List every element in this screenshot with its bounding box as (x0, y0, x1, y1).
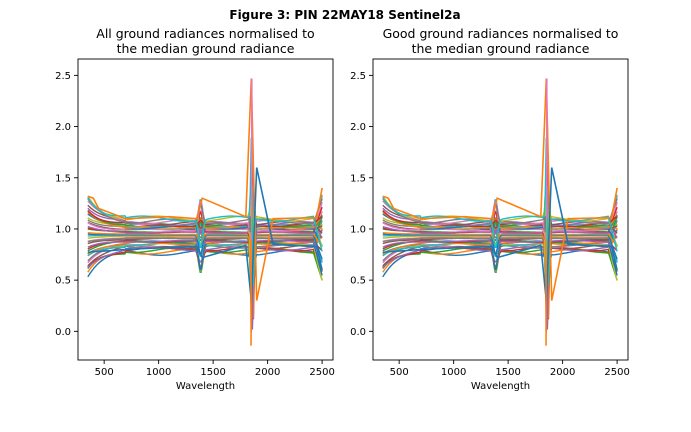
x-axis-label: Wavelength (176, 381, 235, 392)
y-tick-label: 2.5 (350, 71, 366, 82)
y-tick-label: 2.0 (350, 122, 366, 133)
series-line (382, 150, 618, 278)
x-tick-label: 2500 (604, 367, 629, 378)
series-line (87, 78, 323, 301)
y-tick-label: 0.0 (350, 327, 366, 338)
x-tick-label: 2500 (309, 367, 334, 378)
series-line (382, 137, 618, 286)
panel-title-line: the median ground radiance (412, 41, 590, 56)
x-tick-label: 1500 (200, 367, 225, 378)
x-tick-label: 1500 (495, 367, 520, 378)
plot-frame (77, 58, 334, 361)
y-tick-label: 2.0 (55, 122, 71, 133)
series-line (382, 205, 618, 262)
x-tick-label: 500 (390, 367, 409, 378)
y-tick-label: 2.5 (55, 71, 71, 82)
x-tick-label: 1000 (441, 367, 466, 378)
series-line (382, 215, 618, 269)
y-tick-label: 1.0 (350, 224, 366, 235)
series-line (382, 129, 618, 319)
panel-title-line: Good ground radiances normalised to (383, 26, 619, 41)
series-line (87, 215, 323, 269)
panel-title-line: All ground radiances normalised to (96, 26, 314, 41)
series-line (87, 129, 323, 319)
series-line (87, 205, 323, 262)
y-tick-label: 0.0 (55, 327, 71, 338)
series-line (87, 167, 323, 301)
y-tick-label: 1.5 (350, 173, 366, 184)
x-tick-label: 500 (95, 367, 114, 378)
panel-title-line: the median ground radiance (117, 41, 295, 56)
series-group (382, 78, 618, 346)
x-tick-label: 2000 (255, 367, 280, 378)
y-tick-label: 0.5 (55, 276, 71, 287)
x-axis-label: Wavelength (471, 381, 530, 392)
series-line (382, 167, 618, 301)
plot-frame (372, 58, 629, 361)
x-tick-label: 1000 (146, 367, 171, 378)
y-tick-label: 1.5 (55, 173, 71, 184)
x-tick-label: 2000 (550, 367, 575, 378)
figure-title: Figure 3: PIN 22MAY18 Sentinel2a (229, 8, 460, 22)
y-tick-label: 0.5 (350, 276, 366, 287)
y-tick-label: 1.0 (55, 224, 71, 235)
series-line (87, 209, 323, 330)
series-line (87, 137, 323, 286)
series-line (382, 209, 618, 330)
series-group (87, 78, 323, 346)
series-line (87, 150, 323, 278)
series-line (382, 78, 618, 301)
